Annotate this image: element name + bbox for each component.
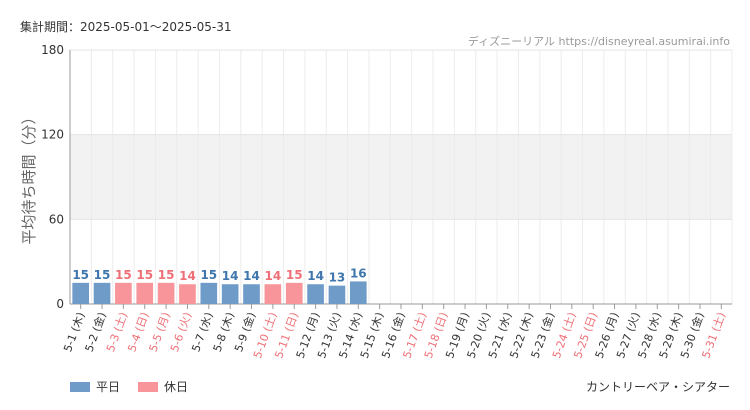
period-range: 2025-05-01～2025-05-31 (80, 20, 232, 34)
bar (72, 282, 90, 304)
grid-band (70, 134, 732, 220)
y-tick-label: 60 (49, 212, 64, 226)
bar (328, 285, 346, 304)
bar (285, 282, 303, 304)
bar (136, 282, 154, 304)
data-label: 14 (243, 269, 260, 283)
data-label: 15 (200, 268, 217, 282)
data-label: 15 (72, 268, 89, 282)
legend-label-weekday: 平日 (96, 380, 121, 394)
data-label: 14 (222, 269, 239, 283)
attraction-name: カントリーベア・シアター (585, 380, 730, 394)
data-label: 15 (115, 268, 132, 282)
bar (243, 284, 260, 304)
legend-item-holiday: 休日 (138, 378, 188, 395)
data-label: 16 (350, 266, 367, 280)
legend-swatch-holiday (138, 381, 159, 392)
bar (115, 282, 132, 304)
bar (307, 284, 324, 304)
bar (221, 284, 239, 304)
bar (93, 282, 111, 304)
legend: 平日 休日 (70, 378, 206, 395)
legend-swatch-weekday (70, 381, 90, 392)
period-label: 集計期間： (20, 20, 81, 34)
data-label: 14 (265, 269, 282, 283)
period-text: 集計期間：2025-05-01～2025-05-31 (20, 18, 232, 35)
data-label: 13 (329, 271, 346, 285)
data-label: 14 (307, 269, 324, 283)
source-credit: ディズニーリアル https://disneyreal.asumirai.inf… (467, 35, 730, 48)
data-label: 15 (158, 268, 175, 282)
data-label: 15 (136, 268, 153, 282)
bar (200, 282, 218, 304)
data-label: 15 (94, 268, 111, 282)
y-tick-label: 0 (56, 297, 64, 311)
data-label: 14 (179, 269, 196, 283)
y-tick-label: 120 (41, 128, 64, 142)
bar (349, 281, 367, 304)
y-tick-label: 180 (41, 43, 64, 57)
bar (264, 284, 282, 304)
legend-label-holiday: 休日 (164, 380, 189, 394)
bar (179, 284, 196, 304)
bar (157, 282, 175, 304)
y-axis-title: 平均待ち時間（分） (20, 109, 38, 244)
legend-item-weekday: 平日 (70, 378, 120, 395)
data-label: 15 (286, 268, 303, 282)
